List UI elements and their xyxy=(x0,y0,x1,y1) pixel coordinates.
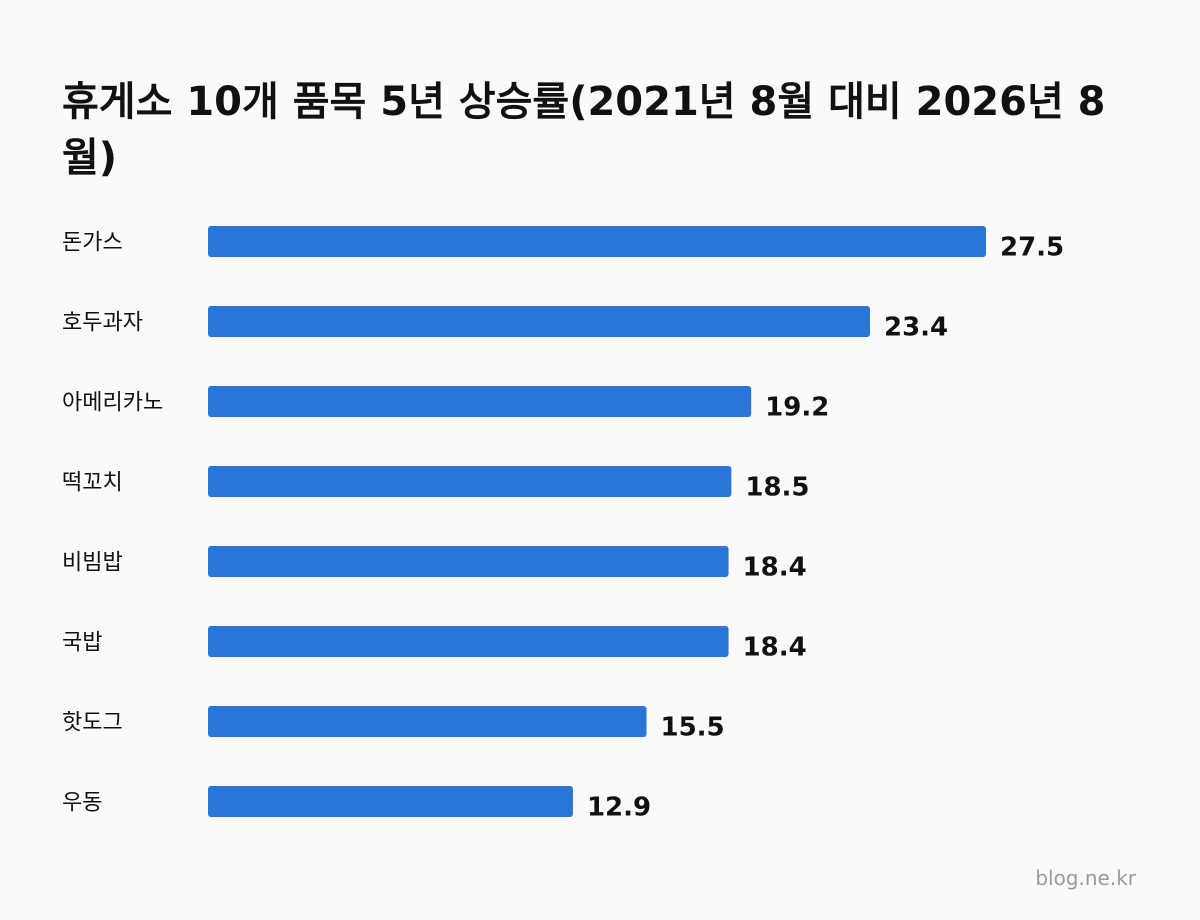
category-label: 떡꼬치 xyxy=(62,471,123,496)
category-label: 호두과자 xyxy=(62,311,143,336)
bar xyxy=(208,546,729,577)
value-label: 18.4 xyxy=(743,553,807,583)
bar xyxy=(208,706,647,737)
chart-title: 휴게소 10개 품목 5년 상승률(2021년 8월 대비 2026년 8월) xyxy=(62,79,1106,181)
value-label: 18.4 xyxy=(743,633,807,663)
category-label: 아메리카노 xyxy=(62,391,163,416)
category-label: 비빔밥 xyxy=(62,551,123,576)
category-label: 돈가스 xyxy=(62,231,123,256)
category-label: 우동 xyxy=(62,791,102,816)
value-label: 15.5 xyxy=(661,713,725,743)
watermark-text: blog.ne.kr xyxy=(1035,866,1136,890)
value-label: 27.5 xyxy=(1000,233,1064,263)
value-label: 18.5 xyxy=(745,473,809,503)
bar xyxy=(208,786,573,817)
bar xyxy=(208,466,732,497)
value-label: 12.9 xyxy=(587,793,651,823)
category-label: 국밥 xyxy=(62,631,102,656)
category-label: 핫도그 xyxy=(62,711,123,736)
bar xyxy=(208,306,871,337)
bar xyxy=(208,626,729,657)
value-label: 19.2 xyxy=(765,393,829,423)
bar xyxy=(208,226,986,257)
bar xyxy=(208,386,752,417)
value-label: 23.4 xyxy=(884,313,948,343)
